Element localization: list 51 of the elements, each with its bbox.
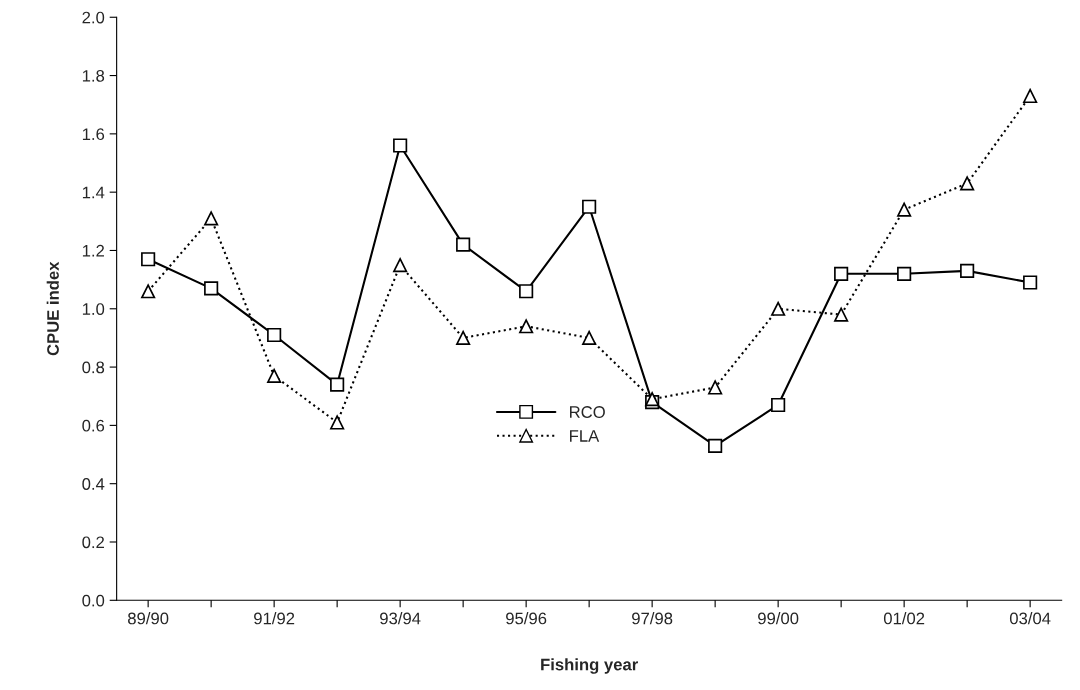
y-tick-label: 2.0 [82, 11, 105, 24]
point [204, 211, 219, 226]
point [582, 199, 597, 214]
point [393, 257, 408, 273]
y-tick-label: 1.8 [82, 69, 105, 82]
x-tick-label: 95/96 [506, 612, 547, 625]
point [582, 330, 597, 346]
y-tick-label: 0.4 [82, 478, 105, 490]
legend-label: RCO [570, 406, 605, 418]
y-tick-label: 0.0 [82, 594, 105, 607]
y-tick-label: 0.8 [82, 361, 105, 374]
y-axis-title: CPUE index [46, 261, 59, 356]
point [1023, 275, 1038, 290]
point [141, 284, 156, 299]
x-tick-label: 03/04 [1009, 612, 1051, 625]
y-tick-label: 1.6 [82, 128, 105, 141]
point [393, 138, 408, 153]
point [1023, 88, 1038, 104]
point [267, 327, 282, 343]
point [330, 377, 345, 392]
x-tick-label: 91/92 [254, 612, 295, 625]
point [960, 176, 975, 191]
point [456, 237, 471, 252]
point [834, 266, 849, 281]
point [708, 380, 723, 395]
x-tick-label: 99/00 [758, 612, 799, 625]
point [834, 307, 849, 322]
point [519, 319, 534, 334]
point [456, 330, 471, 346]
point [771, 301, 786, 316]
point [204, 281, 219, 296]
y-tick-label: 1.2 [82, 244, 104, 257]
x-axis-title: Fishing year [541, 658, 638, 674]
point [897, 266, 912, 281]
point [960, 263, 975, 278]
y-tick-label: 1.0 [82, 303, 105, 315]
point [771, 397, 786, 413]
point [708, 438, 723, 453]
legend-label: FLA [570, 430, 600, 442]
y-tick-label: 1.4 [82, 186, 105, 199]
y-tick-label: 0.2 [82, 536, 104, 549]
x-tick-label: 89/90 [128, 612, 169, 625]
point [897, 202, 912, 217]
point [267, 368, 282, 383]
x-tick-label: 93/94 [380, 612, 421, 625]
y-tick-label: 0.6 [82, 419, 105, 432]
point [141, 252, 156, 267]
point [519, 284, 534, 299]
x-tick-label: 97/98 [632, 612, 673, 625]
x-tick-label: 01/02 [883, 612, 925, 625]
point [330, 415, 345, 430]
